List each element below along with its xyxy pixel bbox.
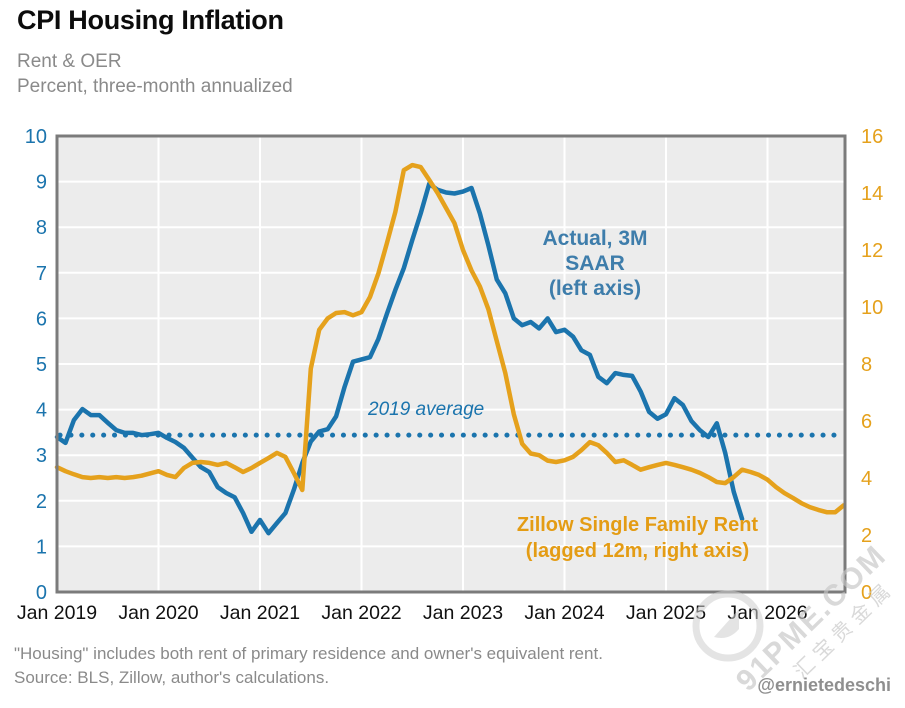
left-axis-tick: 3 [36, 445, 47, 467]
author-handle: @ernietedeschi [757, 675, 891, 695]
x-axis-tick: Jan 2022 [321, 602, 401, 624]
series-line-actual [54, 181, 745, 536]
left-axis-tick: 4 [36, 400, 47, 422]
footnote-source: Source: BLS, Zillow, author's calculatio… [14, 668, 330, 687]
x-axis-tick: Jan 2026 [727, 602, 807, 624]
left-axis-tick: 2 [36, 491, 47, 513]
footnote-definition: "Housing" includes both rent of primary … [14, 644, 603, 663]
right-axis-tick: 2 [861, 525, 872, 547]
x-axis-tick: Jan 2025 [626, 602, 706, 624]
right-axis-tick: 12 [861, 240, 883, 262]
right-axis-tick: 10 [861, 297, 883, 319]
series-line-zillow [54, 162, 846, 515]
right-axis-tick: 8 [861, 354, 872, 376]
plot-border [55, 134, 847, 594]
left-axis-tick: 10 [25, 126, 47, 148]
x-axis-tick: Jan 2023 [423, 602, 503, 624]
left-axis-tick: 0 [36, 582, 47, 604]
left-axis-tick: 7 [36, 263, 47, 285]
left-axis-tick: 6 [36, 308, 47, 330]
right-axis-tick: 14 [861, 183, 883, 205]
left-axis-tick: 9 [36, 172, 47, 194]
x-axis-tick: Jan 2020 [118, 602, 198, 624]
right-axis-tick: 4 [861, 468, 872, 490]
left-axis-tick: 1 [36, 536, 47, 558]
x-axis-tick: Jan 2021 [220, 602, 300, 624]
chart-subtitle-series: Rent & OER [17, 51, 122, 72]
x-axis-tick: Jan 2024 [524, 602, 604, 624]
left-axis-tick: 8 [36, 217, 47, 239]
right-axis-tick: 6 [861, 411, 872, 433]
page-title: CPI Housing Inflation [17, 5, 284, 35]
x-axis-tick: Jan 2019 [17, 602, 97, 624]
right-axis-tick: 16 [861, 126, 883, 148]
left-axis-tick: 5 [36, 354, 47, 376]
chart-subtitle-units: Percent, three-month annualized [17, 76, 293, 97]
right-axis-tick: 0 [861, 582, 872, 604]
